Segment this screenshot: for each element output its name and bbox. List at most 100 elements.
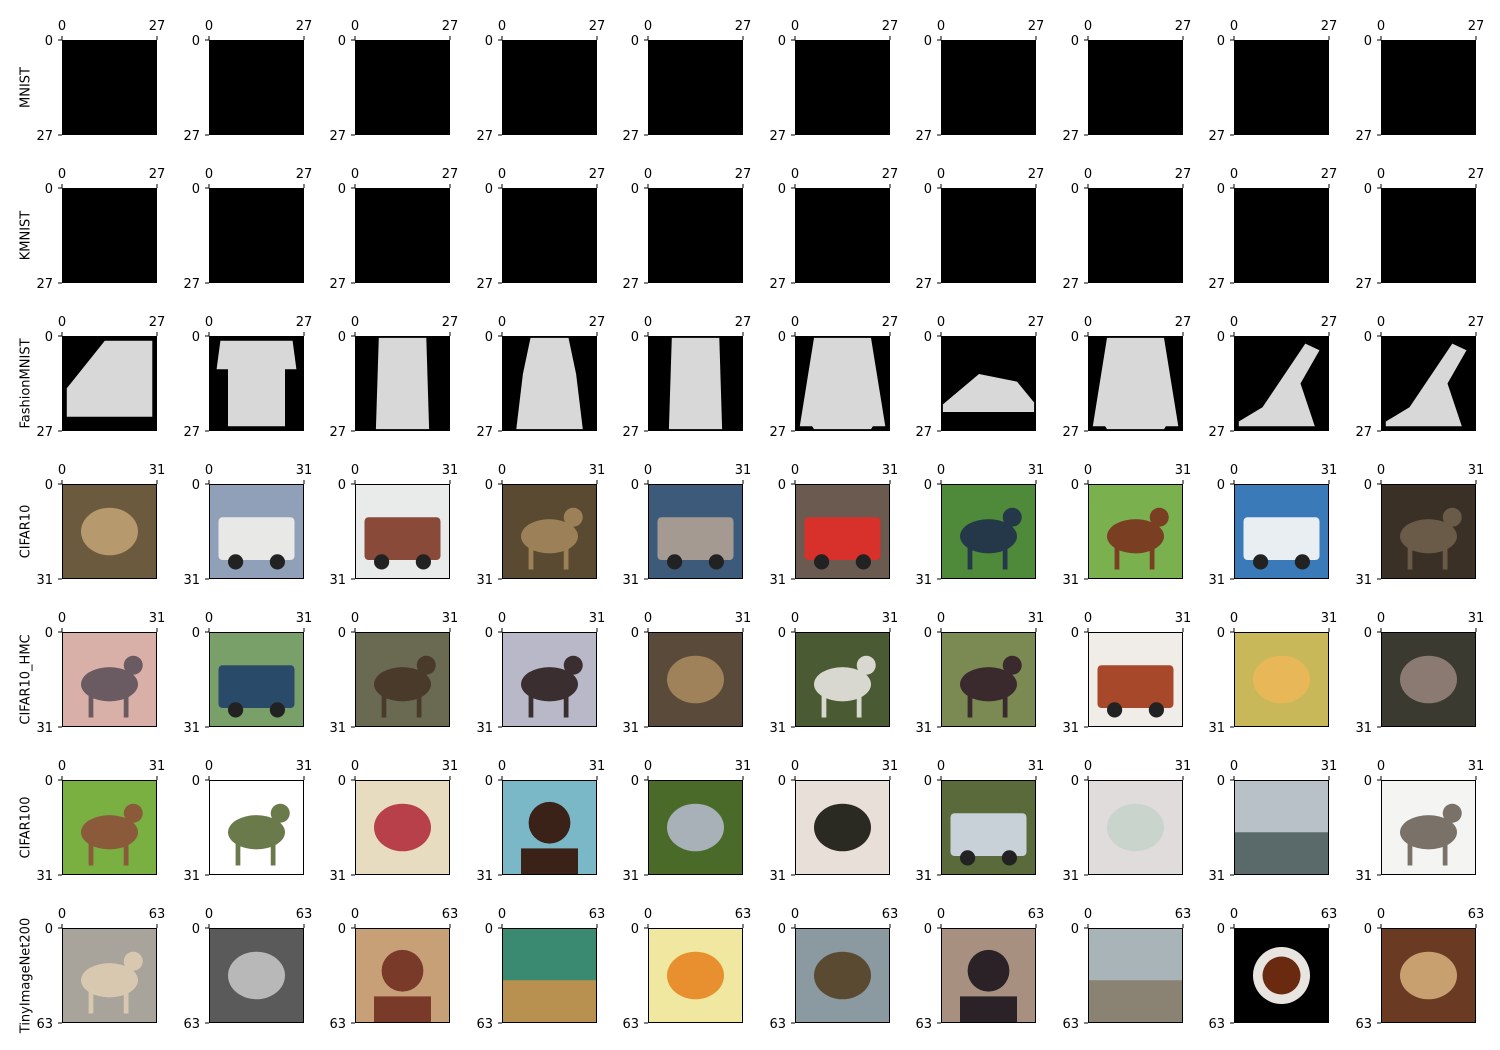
axes-frame bbox=[1088, 928, 1183, 1023]
x-tick-label: 31 bbox=[1468, 463, 1485, 478]
axes-frame bbox=[1381, 780, 1476, 875]
image-subject-detail bbox=[88, 693, 94, 718]
x-tick-label: 27 bbox=[882, 315, 899, 330]
y-tick-label: 31 bbox=[329, 573, 346, 588]
y-tick-label: 31 bbox=[329, 721, 346, 736]
y-tick-label: 31 bbox=[183, 869, 200, 884]
x-tick-label: 27 bbox=[882, 19, 899, 34]
y-tick-label: 63 bbox=[769, 1017, 786, 1032]
image-cell: 2 0 27 0 27 bbox=[769, 19, 898, 144]
image-cell: 0 31 0 31 bbox=[183, 463, 312, 588]
image-subject-detail bbox=[270, 803, 290, 823]
y-tick-label: 0 bbox=[1364, 922, 1372, 937]
image-subject-detail bbox=[1442, 841, 1448, 866]
image-cell: 0 31 0 31 bbox=[915, 463, 1044, 588]
image-subject-detail bbox=[1002, 507, 1022, 527]
x-tick-label: 0 bbox=[58, 463, 66, 478]
image-cell: な 0 27 0 27 bbox=[329, 167, 458, 292]
image-subject-detail bbox=[1002, 545, 1008, 570]
x-tick-label: 0 bbox=[498, 907, 506, 922]
y-tick-label: 0 bbox=[1071, 34, 1079, 49]
y-tick-label: 31 bbox=[769, 573, 786, 588]
image-background bbox=[941, 188, 1036, 283]
image-subject-detail bbox=[374, 554, 390, 570]
x-tick-label: 31 bbox=[882, 759, 899, 774]
axes-frame bbox=[1088, 40, 1183, 135]
x-tick-label: 31 bbox=[735, 463, 752, 478]
x-tick-label: 27 bbox=[882, 167, 899, 182]
y-tick-label: 0 bbox=[1364, 34, 1372, 49]
row-label: KMNIST bbox=[19, 211, 34, 261]
axes-frame bbox=[209, 780, 304, 875]
image-background bbox=[209, 40, 304, 135]
image-subject-detail bbox=[1442, 803, 1462, 823]
x-tick-label: 0 bbox=[1377, 167, 1385, 182]
y-tick-label: 31 bbox=[1208, 721, 1225, 736]
image-subject bbox=[81, 815, 138, 850]
y-tick-label: 27 bbox=[36, 277, 53, 292]
x-tick-label: 0 bbox=[791, 463, 799, 478]
axes-frame bbox=[648, 484, 743, 579]
x-tick-label: 0 bbox=[644, 19, 652, 34]
axes-frame bbox=[1381, 928, 1476, 1023]
row-label: FashionMNIST bbox=[19, 338, 34, 428]
image-cell: 0 31 0 31 bbox=[1355, 463, 1484, 588]
x-tick-label: 0 bbox=[791, 759, 799, 774]
y-tick-label: 27 bbox=[1062, 277, 1079, 292]
image-cell: れ 0 27 0 27 bbox=[1062, 167, 1191, 292]
axes-frame bbox=[1088, 632, 1183, 727]
image-cell: 0 31 0 31 bbox=[476, 759, 605, 884]
axes-frame bbox=[648, 40, 743, 135]
x-tick-label: 31 bbox=[589, 759, 606, 774]
y-tick-label: 0 bbox=[192, 922, 200, 937]
y-tick-label: 63 bbox=[915, 1017, 932, 1032]
y-tick-label: 27 bbox=[769, 425, 786, 440]
y-tick-label: 0 bbox=[192, 182, 200, 197]
image-subject bbox=[950, 813, 1027, 856]
image-cell: 0 27 0 27 bbox=[1208, 315, 1337, 440]
image-subject-detail bbox=[1002, 693, 1008, 718]
image-cell: 0 31 0 31 bbox=[915, 611, 1044, 736]
x-tick-label: 0 bbox=[937, 463, 945, 478]
axes-frame bbox=[941, 40, 1036, 135]
y-tick-label: 0 bbox=[45, 774, 53, 789]
x-tick-label: 0 bbox=[58, 315, 66, 330]
axes-frame bbox=[1234, 188, 1329, 283]
y-tick-label: 31 bbox=[1062, 573, 1079, 588]
y-tick-label: 0 bbox=[1364, 330, 1372, 345]
x-tick-label: 0 bbox=[1084, 907, 1092, 922]
y-tick-label: 0 bbox=[778, 626, 786, 641]
x-tick-label: 0 bbox=[498, 611, 506, 626]
image-subject bbox=[228, 815, 285, 850]
image-cell: 0 31 0 31 bbox=[769, 611, 898, 736]
x-tick-label: 0 bbox=[498, 759, 506, 774]
image-subject bbox=[960, 667, 1017, 702]
y-tick-label: 31 bbox=[183, 721, 200, 736]
axes-frame bbox=[1234, 632, 1329, 727]
x-tick-label: 31 bbox=[1028, 759, 1045, 774]
garment-silhouette bbox=[216, 340, 297, 427]
x-tick-label: 0 bbox=[205, 907, 213, 922]
y-tick-label: 0 bbox=[1217, 182, 1225, 197]
axes-frame bbox=[795, 188, 890, 283]
image-glyph: 1 bbox=[984, 84, 992, 99]
image-cell: 0 63 0 63 bbox=[622, 907, 751, 1032]
image-subject-detail bbox=[228, 554, 244, 570]
image-subject-detail bbox=[1253, 554, 1269, 570]
image-subject-detail bbox=[856, 693, 862, 718]
garment-silhouette bbox=[799, 337, 886, 430]
y-tick-label: 0 bbox=[338, 34, 346, 49]
image-cell: 0 31 0 31 bbox=[1062, 463, 1191, 588]
x-tick-label: 27 bbox=[735, 167, 752, 182]
x-tick-label: 63 bbox=[1175, 907, 1192, 922]
image-cell: 0 63 0 63 bbox=[476, 907, 605, 1032]
x-tick-label: 31 bbox=[442, 759, 459, 774]
image-glyph: や bbox=[982, 232, 995, 247]
image-glyph: る bbox=[689, 232, 702, 247]
image-subject-detail bbox=[88, 841, 94, 866]
x-tick-label: 0 bbox=[1230, 19, 1238, 34]
axes-frame bbox=[941, 928, 1036, 1023]
axes-frame bbox=[795, 40, 890, 135]
axes-frame bbox=[209, 336, 304, 431]
image-cell: 0 31 0 31 bbox=[622, 759, 751, 884]
